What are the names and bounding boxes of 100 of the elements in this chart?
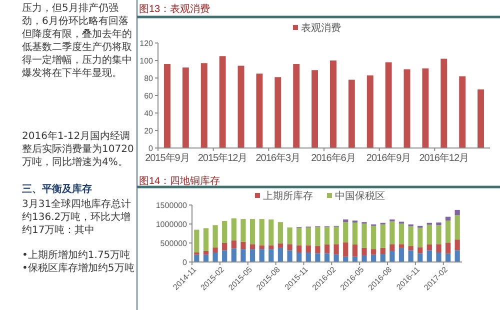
y-tick-label: 120	[140, 39, 154, 48]
bar	[334, 226, 339, 244]
bar	[454, 215, 460, 240]
bar	[259, 219, 264, 246]
bar	[352, 222, 358, 245]
bar	[362, 256, 367, 262]
legend-label: 表观消费	[301, 22, 341, 34]
bar	[287, 244, 292, 250]
bar	[238, 66, 244, 148]
bar	[222, 250, 228, 262]
bar	[426, 244, 432, 250]
bar	[287, 250, 292, 262]
bar	[268, 249, 274, 262]
bar	[390, 221, 395, 244]
bar	[454, 240, 460, 250]
bar	[334, 244, 339, 254]
bar	[212, 225, 218, 248]
bar	[306, 227, 311, 246]
text: 三、平衡及库存	[22, 183, 93, 196]
text: 压力，但5月排产仍强劲，6月份环比略有回落但降度有限，叠加去年的低基数二季度生产仍将取得一定增幅，压力的集中爆发将在下半年显现。	[22, 2, 133, 80]
bar	[182, 68, 189, 148]
bar	[203, 228, 209, 251]
bar	[278, 248, 284, 262]
bar	[240, 249, 246, 262]
chart-title: 图14：四地铜库存	[139, 175, 220, 187]
bar	[436, 244, 442, 252]
bar	[436, 252, 442, 262]
bar	[459, 76, 466, 148]
bar	[259, 249, 264, 262]
x-tick-label: 2015年12月	[198, 152, 248, 164]
bar	[164, 64, 170, 148]
bar	[454, 250, 460, 262]
bar	[278, 222, 284, 244]
bar	[408, 250, 414, 262]
bar	[478, 89, 484, 148]
bar	[398, 224, 404, 244]
bar	[240, 242, 246, 250]
bar	[312, 70, 318, 148]
bar	[445, 242, 451, 254]
bar	[440, 58, 448, 148]
y-tick-label: 1500000	[156, 201, 188, 210]
y-tick-label: 1000000	[156, 220, 188, 229]
bar	[398, 248, 404, 262]
bar	[296, 252, 302, 262]
bar	[306, 245, 311, 252]
bar	[408, 226, 414, 246]
bar	[259, 245, 264, 250]
x-tick-label: 2016年3月	[256, 152, 300, 164]
legend-label: 中国保税区	[335, 190, 385, 202]
bar	[445, 220, 451, 243]
bar	[278, 243, 284, 248]
bar	[306, 252, 311, 262]
bar	[330, 60, 336, 148]
bar	[296, 245, 302, 252]
bar	[256, 74, 263, 148]
x-tick-label: 2016年6月	[311, 152, 356, 164]
x-tick-label: 2016年12月	[419, 152, 469, 164]
y-tick-label: 100	[140, 56, 154, 66]
bar	[219, 56, 226, 148]
chart-title: 图13：表观消费	[139, 3, 210, 15]
bar	[203, 250, 209, 255]
text: •上期所增加约1.75万吨	[22, 249, 132, 262]
bar	[385, 62, 392, 148]
bar	[445, 216, 451, 221]
bar	[380, 254, 386, 262]
bar	[200, 63, 208, 148]
bar	[240, 219, 246, 242]
bar	[390, 250, 395, 262]
bar	[194, 230, 200, 252]
bar	[315, 253, 320, 262]
bar	[380, 224, 386, 248]
legend-label: 上期所库存	[263, 190, 313, 202]
bar	[296, 228, 302, 246]
bar	[418, 247, 423, 254]
bar	[334, 254, 339, 262]
bar	[222, 243, 228, 250]
bar	[366, 75, 374, 148]
bar	[390, 244, 395, 251]
bar	[268, 245, 274, 250]
bar	[454, 210, 460, 216]
bar	[362, 224, 367, 248]
bar	[348, 80, 355, 148]
bar	[418, 228, 423, 248]
y-tick-label: 80	[144, 74, 154, 83]
bar	[250, 249, 256, 262]
bar	[343, 222, 348, 242]
bar	[436, 225, 442, 244]
x-tick-label: 2016年9月	[366, 152, 411, 164]
y-tick-label: 500000	[160, 239, 188, 248]
y-tick-label: 0	[148, 144, 154, 153]
bar	[362, 248, 367, 256]
text: 3月31全球四地库存总计约136.2万吨，环比大增约17万吨：其中	[22, 198, 132, 237]
bar	[315, 246, 320, 254]
bar	[231, 218, 236, 240]
bar	[370, 226, 376, 250]
bar	[324, 227, 330, 245]
y-tick-label: 60	[144, 92, 154, 100]
bar	[445, 254, 451, 262]
bar	[343, 219, 348, 222]
y-tick-label: 40	[144, 109, 154, 118]
